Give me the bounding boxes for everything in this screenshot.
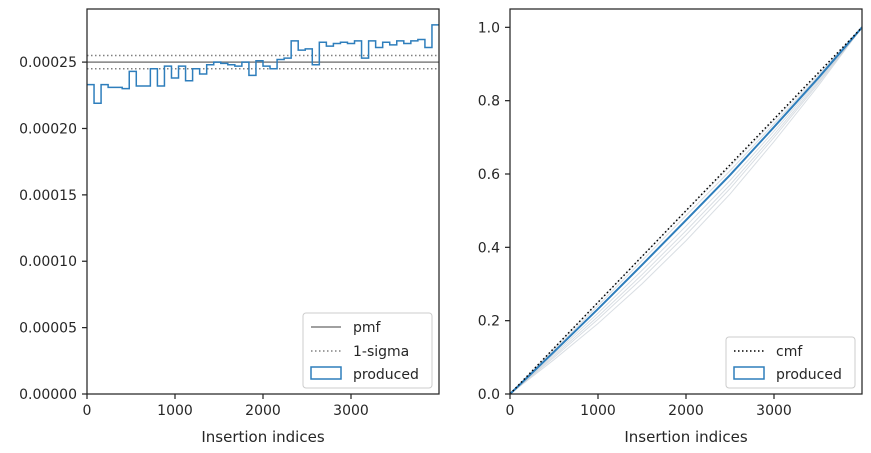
left-y-tick-label: 0.00005 [19, 321, 77, 337]
left-y-tick-label: 0.00010 [19, 254, 77, 270]
produced-cumulative-line [509, 26, 863, 395]
ensemble-curve [509, 27, 863, 395]
left-y-tick-label: 0.00000 [19, 387, 77, 403]
left-chart-pmf: 0 1000 2000 3000 0.000000.000050.000100.000… [19, 8, 440, 446]
right-y-tick-label: 0.4 [478, 240, 500, 256]
legend-produced-swatch [310, 366, 342, 380]
right-x-ticks: 0 1000 2000 3000 [506, 394, 792, 419]
right-y-ticks: 0.0 0.2 0.4 0.6 0.8 1.0 [478, 20, 510, 403]
left-y-tick-label: 0.00015 [19, 188, 77, 204]
left-x-tick-label: 3000 [333, 403, 369, 419]
legend-produced-label-right: produced [776, 367, 842, 383]
right-x-tick-label: 0 [506, 403, 515, 419]
legend-cmf-label: cmf [776, 344, 803, 360]
left-x-tick-label: 0 [83, 403, 92, 419]
right-x-tick-label: 2000 [668, 403, 704, 419]
right-y-tick-label: 0.0 [478, 387, 500, 403]
cmf-line [509, 26, 863, 395]
produced-step-line [87, 24, 439, 105]
right-legend: cmf produced [725, 336, 856, 389]
left-legend: pmf 1-sigma produced [302, 312, 433, 389]
right-y-tick-label: 0.8 [478, 94, 500, 110]
legend-1-sigma-label: 1-sigma [353, 344, 409, 360]
left-x-tick-label: 1000 [157, 403, 193, 419]
left-x-axis-title: Insertion indices [201, 428, 324, 446]
legend-produced-swatch-right [733, 366, 765, 380]
right-x-tick-label: 3000 [756, 403, 792, 419]
right-y-tick-label: 0.2 [478, 314, 500, 330]
ensemble-curve [509, 27, 863, 395]
left-y-ticks: 0.00000 0.00005 0.00010 0.00015 0.00020 0.000… [19, 55, 87, 403]
produced-series [87, 24, 439, 105]
right-chart-cmf: 0 1000 2000 3000 0.0 0.2 0.4 0.6 0.8 1.0 Inserti… [478, 8, 863, 446]
ensemble-curve [509, 26, 863, 395]
left-legend-box [302, 312, 433, 389]
ensemble-curve [509, 27, 863, 395]
right-x-axis-title: Insertion indices [624, 428, 747, 446]
right-x-tick-label: 1000 [580, 403, 616, 419]
ensemble-curve [509, 27, 863, 395]
left-y-tick-label: 0.00020 [19, 121, 77, 137]
legend-pmf-label: pmf [353, 320, 382, 336]
right-legend-box [725, 336, 856, 389]
right-y-tick-label: 1.0 [478, 20, 500, 36]
legend-produced-label: produced [353, 367, 419, 383]
left-y-tick-label: 0.00025 [19, 55, 77, 71]
left-x-tick-label: 2000 [245, 403, 281, 419]
left-x-ticks: 0 1000 2000 3000 [83, 394, 369, 419]
right-y-tick-label: 0.6 [478, 167, 500, 183]
cumulative-series [509, 26, 863, 395]
